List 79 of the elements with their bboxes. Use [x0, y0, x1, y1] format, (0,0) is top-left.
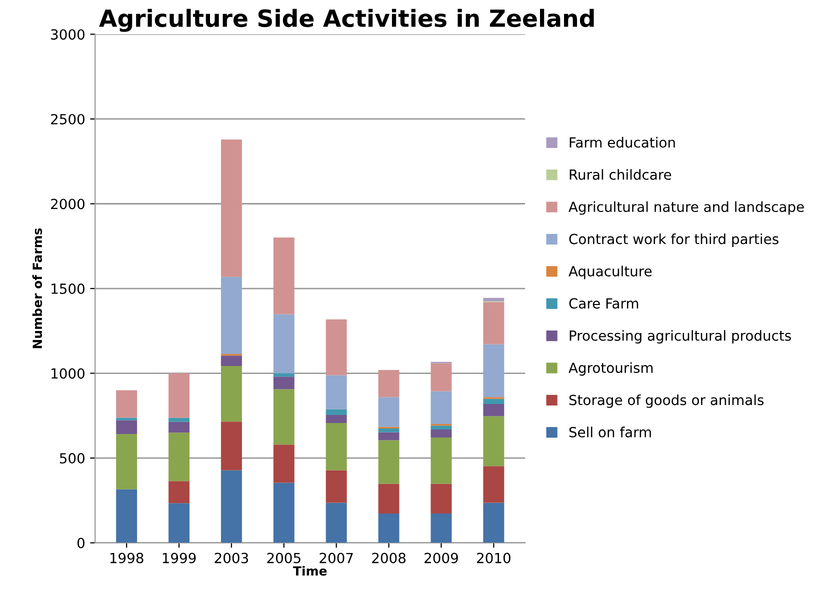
- bar: [430, 484, 452, 514]
- bar: [378, 428, 400, 432]
- bar: [483, 398, 504, 404]
- x-tick-label: 2010: [477, 552, 510, 564]
- bar: [220, 422, 242, 470]
- bar: [220, 366, 242, 422]
- bar: [483, 416, 504, 466]
- chart-title: Agriculture Side Activities in Zeeland: [99, 8, 594, 32]
- bar: [483, 404, 504, 416]
- x-tick-label: 1998: [110, 552, 144, 564]
- bar: [116, 434, 138, 490]
- bar: [168, 432, 190, 482]
- bar: [220, 470, 242, 543]
- bar: [430, 430, 452, 438]
- bar: [326, 319, 347, 376]
- bar: [430, 513, 452, 543]
- bar: [273, 389, 294, 445]
- bar: [378, 370, 400, 398]
- x-tick-label: 2009: [424, 552, 458, 564]
- y-tick-label: 500: [60, 453, 84, 464]
- legend-label: Farm education: [570, 136, 675, 148]
- bar: [326, 470, 347, 503]
- bar: [116, 489, 138, 543]
- bar: [273, 482, 294, 543]
- legend-label: Agricultural nature and landscape: [568, 201, 804, 215]
- legend-label: Agrotourism: [568, 362, 653, 376]
- y-tick-label: 0: [77, 538, 84, 548]
- x-axis-title: Time: [293, 566, 327, 576]
- y-tick-label: 2000: [51, 198, 84, 210]
- legend-label: Processing agricultural products: [570, 330, 791, 344]
- y-tick-label: 2500: [51, 114, 84, 124]
- bar: [378, 440, 400, 484]
- bar: [116, 418, 138, 420]
- y-tick-label: 1000: [52, 368, 84, 379]
- bar: [326, 375, 347, 410]
- x-tick-label: 1999: [162, 552, 196, 564]
- bar: [483, 502, 504, 543]
- bar: [378, 432, 400, 440]
- bar: [430, 426, 452, 430]
- bar: [168, 418, 190, 422]
- y-axis-title: Number of Farms: [32, 228, 42, 348]
- bar: [116, 420, 138, 434]
- bar: [430, 391, 452, 424]
- bar: [168, 481, 190, 504]
- bar: [430, 363, 452, 392]
- legend-label: Contract work for third parties: [569, 234, 778, 247]
- x-tick-label: 2008: [372, 552, 406, 564]
- bar: [116, 390, 138, 418]
- legend-label: Sell on farm: [569, 426, 651, 438]
- bar: [220, 276, 242, 354]
- bar: [326, 414, 347, 423]
- x-tick-label: 2003: [214, 552, 248, 564]
- bar: [326, 502, 347, 543]
- bar: [168, 373, 190, 418]
- x-tick-label: 2005: [267, 552, 300, 564]
- y-tick-label: 1500: [52, 283, 84, 294]
- bar: [326, 409, 347, 415]
- bar: [483, 466, 504, 503]
- bar: [220, 139, 242, 277]
- bar: [168, 422, 190, 433]
- bar: [168, 503, 190, 543]
- legend-label: Care Farm: [569, 298, 638, 309]
- legend-label: Storage of goods or animals: [569, 394, 764, 408]
- bar: [220, 356, 242, 366]
- bar: [273, 237, 294, 314]
- bar: [326, 422, 347, 470]
- bar: [483, 302, 504, 344]
- legend-label: Aquaculture: [568, 266, 652, 280]
- bar: [273, 444, 294, 483]
- bar: [378, 484, 400, 514]
- legend-label: Rural childcare: [570, 169, 672, 180]
- y-tick-label: 3000: [51, 29, 84, 40]
- x-tick-label: 2007: [320, 552, 353, 564]
- bar: [273, 376, 294, 390]
- bar: [378, 513, 400, 543]
- bar: [430, 438, 452, 484]
- bar: [483, 344, 504, 398]
- bar: [273, 314, 294, 374]
- bar: [378, 397, 400, 427]
